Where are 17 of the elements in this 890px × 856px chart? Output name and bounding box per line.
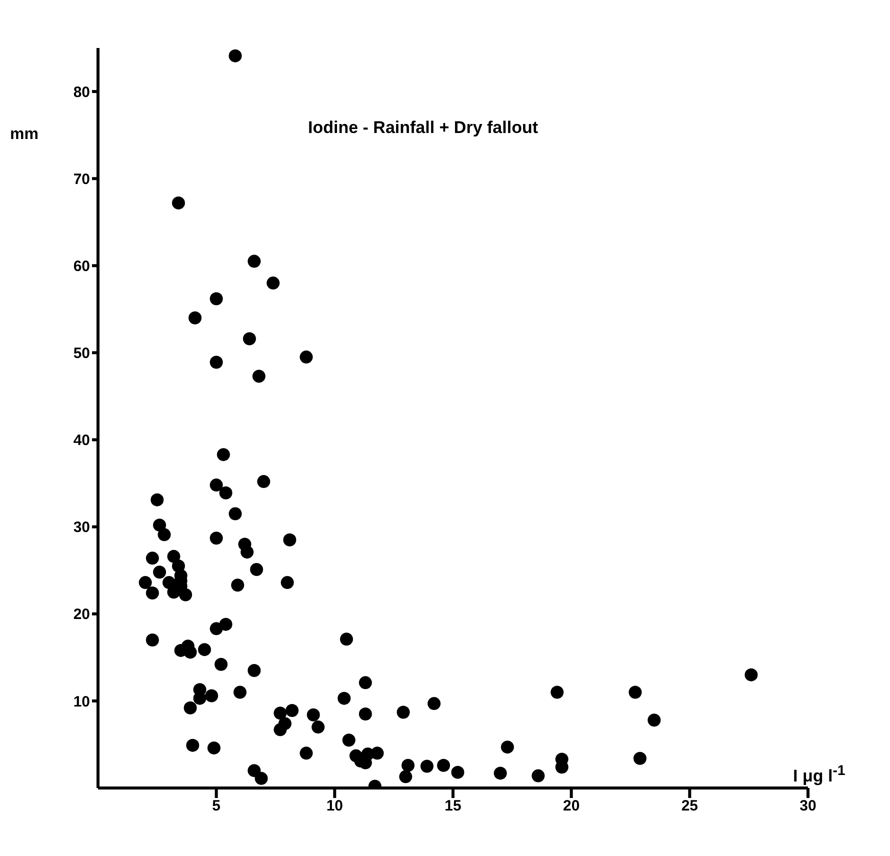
y-tick-label: 60 [73, 258, 90, 275]
y-tick-label: 80 [73, 84, 90, 101]
y-tick-label: 50 [73, 345, 90, 362]
x-tick-label: 10 [326, 798, 344, 815]
y-tick-label: 30 [73, 519, 90, 536]
x-axis-title: I μg l$^{-1}$ [793, 763, 846, 787]
x-tick-label: 5 [212, 798, 221, 815]
x-tick-label: 25 [681, 798, 698, 815]
x-tick-label: 30 [800, 798, 816, 815]
y-tick-label: 10 [73, 693, 90, 710]
x-tick-label: 15 [444, 798, 462, 815]
y-tick-label: 40 [73, 432, 90, 450]
y-tick-label: 20 [73, 606, 90, 624]
y-tick-label: 70 [73, 170, 90, 188]
y-axis-title: mm [10, 126, 38, 144]
x-tick-label: 20 [562, 798, 580, 815]
text: Iodine - Rainfall + Dry fallout [308, 118, 538, 138]
